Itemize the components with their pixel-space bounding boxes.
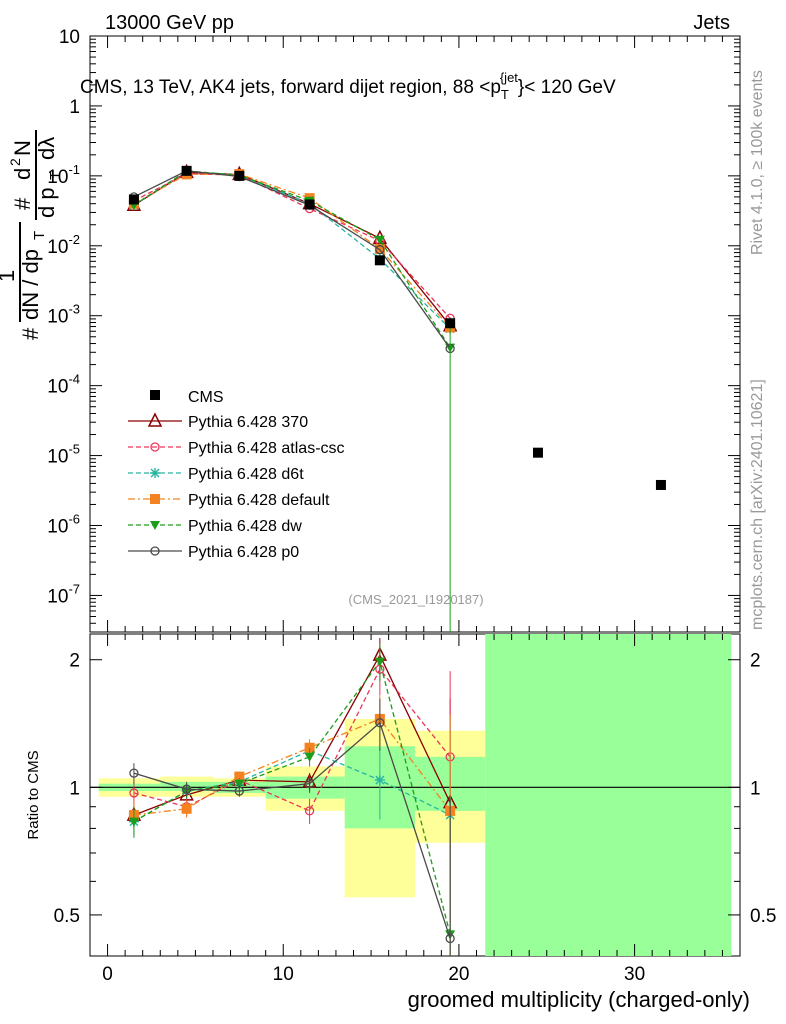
main-y-tick-label: 1	[69, 97, 80, 118]
main-series-line	[133, 171, 451, 327]
x-tick-label: 0	[102, 964, 113, 985]
main-panel-frame	[89, 35, 741, 633]
main-y-tick-label: 10-4	[47, 372, 80, 398]
header-process-label: 13000 GeV pp	[105, 12, 234, 34]
legend-marker-cms	[150, 390, 160, 400]
svg-text:T: T	[47, 171, 64, 180]
main-y-tick-label: 10-2	[47, 232, 80, 258]
rivet-watermark: Rivet 4.1.0, ≥ 100k events	[749, 70, 766, 255]
mcplots-watermark: mcplots.cern.ch [arXiv:2401.10621]	[749, 379, 766, 630]
ratio-series-line	[133, 653, 451, 816]
ratio-series-marker	[129, 768, 139, 778]
legend-label: Pythia 6.428 default	[188, 492, 330, 509]
main-series-marker	[375, 245, 385, 255]
ratio-series-line	[133, 718, 451, 816]
ratio-uncertainty-bands	[98, 634, 732, 956]
ratio-band-green	[485, 634, 732, 956]
ratio-series-line	[133, 721, 451, 939]
svg-text:N: N	[10, 140, 35, 156]
ratio-series-marker	[304, 779, 315, 789]
legend-label: Pythia 6.428 p0	[188, 544, 299, 561]
ratio-series-marker	[234, 779, 245, 789]
data-point	[445, 318, 456, 329]
svg-text:d p: d p	[34, 187, 59, 218]
ratio-y-tick-label: 0.5	[54, 906, 80, 927]
legend-label: Pythia 6.428 d6t	[188, 466, 304, 483]
ratio-y-tick-label-right: 2	[750, 651, 761, 672]
ratio-series-marker	[375, 718, 385, 728]
ratio-series-line	[133, 660, 451, 935]
main-y-tick-label: 10	[59, 27, 80, 48]
ratio-y-tick-label-right: 0.5	[750, 906, 776, 927]
data-point	[181, 165, 192, 176]
main-y-tick-label: 10-6	[47, 512, 80, 538]
ratio-y-axis-label: Ratio to CMS	[25, 750, 42, 839]
main-series-group	[126, 163, 666, 632]
legend-marker	[147, 412, 163, 427]
chart-title: CMS, 13 TeV, AK4 jets, forward dijet reg…	[80, 70, 616, 102]
legend-marker	[150, 546, 160, 556]
legend-marker	[150, 494, 160, 504]
data-point	[374, 255, 385, 266]
ratio-series-marker	[304, 752, 315, 762]
ratio-series-marker	[445, 933, 455, 944]
data-point	[234, 170, 245, 181]
svg-text:T: T	[31, 231, 48, 240]
main-y-tick-label: 10-3	[47, 302, 80, 328]
data-point	[655, 479, 666, 490]
x-tick-label: 20	[448, 964, 469, 985]
legend-marker	[150, 521, 160, 530]
legend-label: Pythia 6.428 atlas-csc	[188, 440, 345, 457]
ratio-y-tick-label: 1	[69, 778, 80, 799]
ratio-panel-frame	[89, 633, 741, 957]
x-axis-label: groomed multiplicity (charged-only)	[408, 987, 750, 1012]
ratio-axis-ticks: 0.5 0.51 12 20 10 20 30	[54, 634, 776, 985]
ratio-series-group	[126, 638, 458, 956]
analysis-label: (CMS_2021_I1920187)	[348, 592, 483, 607]
ratio-series-marker	[128, 817, 139, 827]
legend: CMS Pythia 6.428 370 Pythia 6.428 atlas-cs…	[128, 389, 345, 561]
x-tick-label: 10	[273, 964, 294, 985]
svg-text:1: 1	[0, 270, 19, 282]
main-series-line	[133, 173, 451, 319]
main-series-line	[133, 170, 451, 349]
main-series-marker	[374, 235, 385, 245]
svg-text:dN / dp: dN / dp	[18, 249, 43, 320]
ratio-y-tick-label-right: 1	[750, 778, 761, 799]
ratio-series-marker	[374, 657, 385, 667]
ratio-series-marker	[304, 806, 315, 816]
header-jets-label: Jets	[693, 12, 730, 34]
legend-label: Pythia 6.428 370	[188, 414, 308, 431]
ratio-series-marker	[181, 784, 192, 794]
legend-label-cms: CMS	[188, 389, 224, 406]
legend-marker	[150, 442, 160, 452]
ratio-y-tick-label: 2	[69, 651, 80, 672]
data-point	[532, 447, 543, 458]
svg-text:dλ: dλ	[34, 137, 59, 160]
main-series-line	[133, 170, 451, 348]
svg-text:#: #	[18, 327, 43, 340]
main-y-tick-label: 10-7	[47, 581, 80, 607]
ratio-series-marker	[129, 788, 139, 798]
ratio-series-marker	[234, 771, 245, 782]
svg-text:d: d	[10, 168, 35, 180]
ratio-series-marker	[181, 803, 192, 814]
ratio-series-marker	[374, 775, 385, 786]
ratio-series-marker	[234, 786, 244, 796]
legend-marker	[150, 468, 160, 478]
main-y-tick-label: 10-5	[47, 442, 80, 468]
data-point	[128, 194, 139, 205]
svg-text:#: #	[10, 197, 35, 210]
legend-label: Pythia 6.428 dw	[188, 518, 302, 535]
data-point	[304, 199, 315, 210]
x-tick-label: 30	[624, 964, 645, 985]
main-y-axis-label: # dN / dp T 1 d p T dλ # d 2 N	[0, 130, 64, 340]
svg-text:2: 2	[7, 158, 23, 166]
main-series-line	[133, 173, 451, 328]
